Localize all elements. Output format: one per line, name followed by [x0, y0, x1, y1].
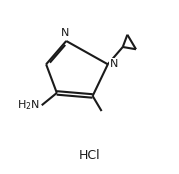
Text: N: N: [61, 28, 70, 38]
Text: N: N: [110, 59, 118, 69]
Text: HCl: HCl: [79, 149, 100, 162]
Text: H$_2$N: H$_2$N: [17, 98, 40, 112]
